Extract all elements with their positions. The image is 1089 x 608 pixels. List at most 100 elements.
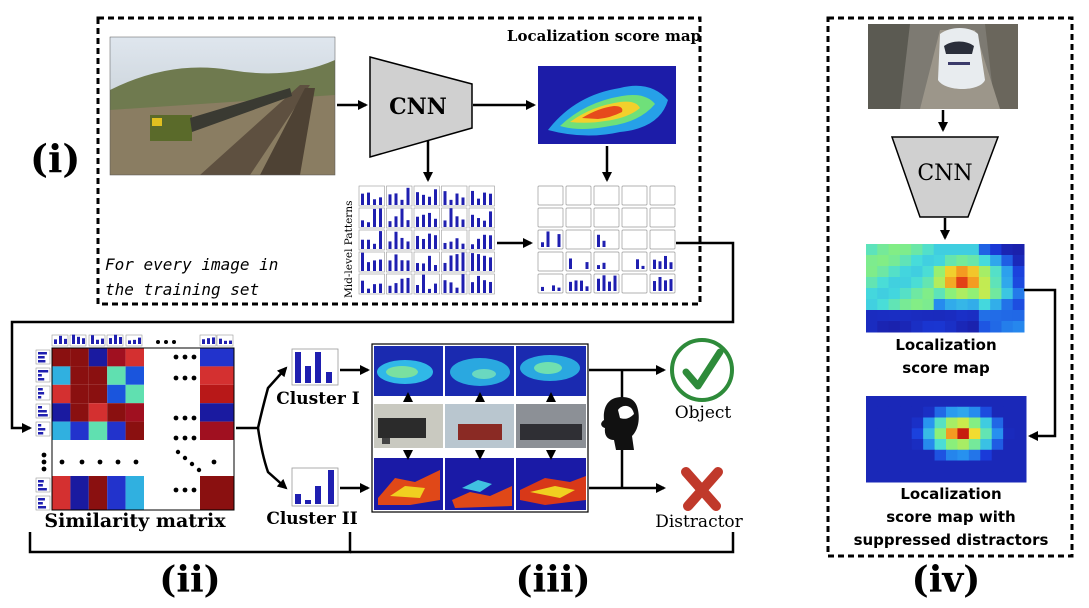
weighted-cell <box>565 229 592 250</box>
pattern-bar <box>483 255 486 271</box>
pattern-bar <box>361 239 364 249</box>
pattern-bar <box>422 194 425 205</box>
note-line-1: For every image in <box>105 255 278 274</box>
similarity-cell <box>107 384 126 404</box>
pattern-bar <box>471 190 474 205</box>
similarity-cell <box>107 348 126 367</box>
pattern-bar <box>406 260 410 271</box>
pattern-bar <box>489 235 492 249</box>
heat-cell <box>1003 428 1016 440</box>
pattern-bar <box>406 187 410 205</box>
pattern-bar <box>388 194 392 205</box>
heat-cell <box>866 277 878 289</box>
heat-cell <box>923 471 936 483</box>
ellipsis-dot <box>189 461 195 467</box>
heat-cell <box>980 471 993 483</box>
similarity-cell <box>70 384 89 404</box>
top-pattern-bar <box>229 340 232 344</box>
heat-cell <box>1014 396 1027 408</box>
heat-cell <box>978 299 991 311</box>
heat-cell <box>866 288 878 300</box>
weighted-bar <box>541 286 544 291</box>
pattern-bar <box>367 288 370 293</box>
heat-cell <box>991 460 1004 472</box>
heat-cell <box>980 417 993 429</box>
pattern-bar <box>434 265 437 271</box>
pattern-bar <box>477 238 480 249</box>
training-image-photo <box>109 36 336 176</box>
left-pattern-bar <box>38 352 47 355</box>
heat-cell <box>888 299 901 311</box>
pattern-bar <box>367 262 370 271</box>
pattern-bar <box>373 284 376 293</box>
pattern-cell <box>386 229 413 251</box>
similarity-cell <box>107 403 126 422</box>
pattern-bar <box>461 274 465 293</box>
heat-cell <box>968 428 981 440</box>
weighted-cell <box>621 207 648 228</box>
heat-cell <box>945 321 957 333</box>
top-pattern-bar <box>72 334 75 344</box>
mid-level-patterns-grid <box>358 185 495 295</box>
heat-cell <box>934 396 947 408</box>
heat-cell <box>1003 396 1016 408</box>
weighted-bar <box>597 278 600 291</box>
similarity-matrix <box>41 347 235 511</box>
pattern-bar <box>434 189 437 205</box>
heat-cell <box>899 277 912 289</box>
arrow-scoremap-to-suppressed <box>1024 288 1057 441</box>
pattern-bar <box>449 241 453 249</box>
heat-cell <box>866 428 878 440</box>
similarity-cell <box>52 476 71 510</box>
pattern-bar <box>477 198 480 205</box>
panel-label-iii: (iii) <box>515 559 590 601</box>
left-pattern-bar <box>38 374 42 377</box>
heat-cell <box>957 449 970 461</box>
weighted-cell <box>649 273 676 294</box>
ellipsis-dot <box>182 487 188 493</box>
distractor-label: Distractor <box>655 512 743 532</box>
pattern-bar <box>400 237 404 249</box>
heat-cell <box>911 396 924 408</box>
cnn-label-iv: CNN <box>917 161 972 186</box>
pattern-bar <box>379 197 382 205</box>
pattern-cell <box>468 207 495 229</box>
ellipsis-dot <box>191 415 197 421</box>
weighted-cell <box>649 207 676 228</box>
pattern-bar <box>461 197 465 205</box>
heat-cell <box>968 439 981 451</box>
branch-to-clusters <box>236 366 288 430</box>
heat-cell <box>933 244 946 256</box>
similarity-cell <box>70 348 89 367</box>
ellipsis-dot <box>156 340 160 344</box>
score-map-label-iv-1: Localization <box>895 336 996 354</box>
pattern-bar <box>400 260 404 271</box>
score-map-heat-iv <box>866 244 1025 333</box>
top-pattern-bar <box>96 339 99 344</box>
similarity-cell <box>200 366 234 385</box>
heat-cell <box>888 396 901 408</box>
heat-cell <box>877 288 890 300</box>
heat-cell <box>888 321 901 333</box>
weighted-cell <box>565 273 592 294</box>
left-pattern-bar <box>38 432 44 435</box>
pattern-bar <box>361 252 364 271</box>
similarity-cell <box>88 421 108 440</box>
heat-cell <box>980 460 993 472</box>
heat-cell <box>956 288 969 300</box>
weighted-bar <box>574 280 578 291</box>
heat-cell <box>990 310 1002 322</box>
cluster-ii-label: Cluster II <box>266 509 357 529</box>
top-pattern-bar <box>101 338 104 344</box>
heat-cell <box>1014 406 1027 418</box>
pattern-cell <box>468 229 495 251</box>
similarity-cell <box>200 348 234 367</box>
pattern-bar <box>406 277 410 293</box>
heat-cell <box>899 321 912 333</box>
pattern-bar <box>449 208 453 227</box>
pattern-bar <box>455 287 459 293</box>
pattern-cell <box>441 273 468 295</box>
heat-cell <box>991 406 1004 418</box>
pattern-bar <box>361 193 364 205</box>
weighted-cell <box>621 229 648 250</box>
